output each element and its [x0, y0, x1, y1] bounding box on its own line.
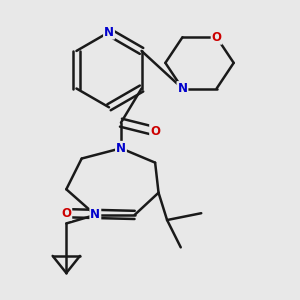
Text: O: O [150, 125, 160, 138]
Text: N: N [178, 82, 188, 95]
Text: O: O [212, 31, 222, 44]
Text: N: N [90, 208, 100, 221]
Text: N: N [116, 142, 126, 155]
Text: O: O [61, 207, 71, 220]
Text: N: N [104, 26, 114, 39]
